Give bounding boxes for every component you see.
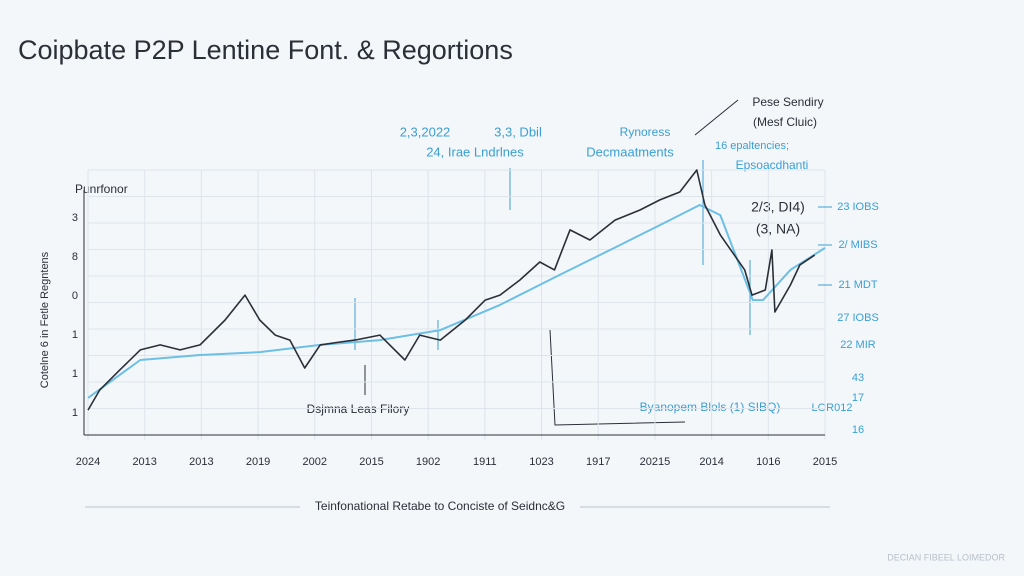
chart-title: Coipbate P2P Lentine Font. & Regortions <box>18 35 513 65</box>
right-label: 27 IOBS <box>837 312 879 324</box>
x-tick-label: 20215 <box>640 456 671 468</box>
annotation: Byanopem Blols (1) SIBQ) <box>640 400 781 414</box>
right-label: 17 <box>852 392 864 404</box>
x-tick-label: 1023 <box>529 456 553 468</box>
right-label: 23 IOBS <box>837 201 879 213</box>
annotation: 2,3,2022 <box>400 124 451 139</box>
x-axis-title: Teinfonational Retabe to Conciste of Sei… <box>315 499 565 513</box>
x-tick-label: 2015 <box>359 456 383 468</box>
annotation: LOR012 <box>812 402 853 414</box>
annotation: (Mesf Cluic) <box>753 115 817 129</box>
corner-label: Punrfonor <box>75 182 128 196</box>
series-line <box>87 169 816 411</box>
y-tick-label: 1 <box>72 368 78 380</box>
series-line <box>87 204 826 399</box>
x-tick-label: 2014 <box>699 456 723 468</box>
watermark: DECIAN FIBEEL LOIMEDOR <box>887 552 1005 562</box>
y-tick-label: 3 <box>72 212 78 224</box>
x-tick-label: 2002 <box>303 456 327 468</box>
right-label: 43 <box>852 372 864 384</box>
annotation: 16 epaltencies; <box>715 140 789 152</box>
x-tick-label: 1911 <box>473 456 497 468</box>
x-tick-label: 2013 <box>132 456 156 468</box>
y-tick-label: 0 <box>72 290 78 302</box>
x-tick-label: 2013 <box>189 456 213 468</box>
x-tick-label: 2015 <box>813 456 837 468</box>
right-label: 16 <box>852 424 864 436</box>
right-label: 2/ MIBS <box>838 239 877 251</box>
leader-line <box>694 99 739 136</box>
y-tick-label: 8 <box>72 251 78 263</box>
annotation: Rynoress <box>620 125 671 139</box>
annotation: Dsjmna Leas Filory <box>307 402 410 416</box>
x-tick-label: 1917 <box>586 456 610 468</box>
x-tick-label: 2019 <box>246 456 270 468</box>
annotation: (3, NA) <box>756 221 800 237</box>
leader-line <box>549 329 686 426</box>
annotation: 3,3, Dbil <box>494 124 542 139</box>
annotation: Epsoacdhanti <box>736 158 809 172</box>
right-label: 22 MIR <box>840 339 876 351</box>
annotation: Decmaatments <box>586 144 674 159</box>
y-tick-label: 1 <box>72 407 78 419</box>
right-label: 21 MDT <box>838 279 877 291</box>
annotation: 24, Irae Lndrlnes <box>426 144 524 159</box>
y-tick-label: 1 <box>72 329 78 341</box>
x-tick-label: 1902 <box>416 456 440 468</box>
y-axis-title: Cotelne 6 in Fetle Regntens <box>39 251 51 388</box>
x-tick-label: 2024 <box>76 456 100 468</box>
x-tick-label: 1016 <box>756 456 780 468</box>
annotation: Pese Sendiry <box>752 95 823 109</box>
annotation: 2/3, DI4) <box>751 199 805 215</box>
